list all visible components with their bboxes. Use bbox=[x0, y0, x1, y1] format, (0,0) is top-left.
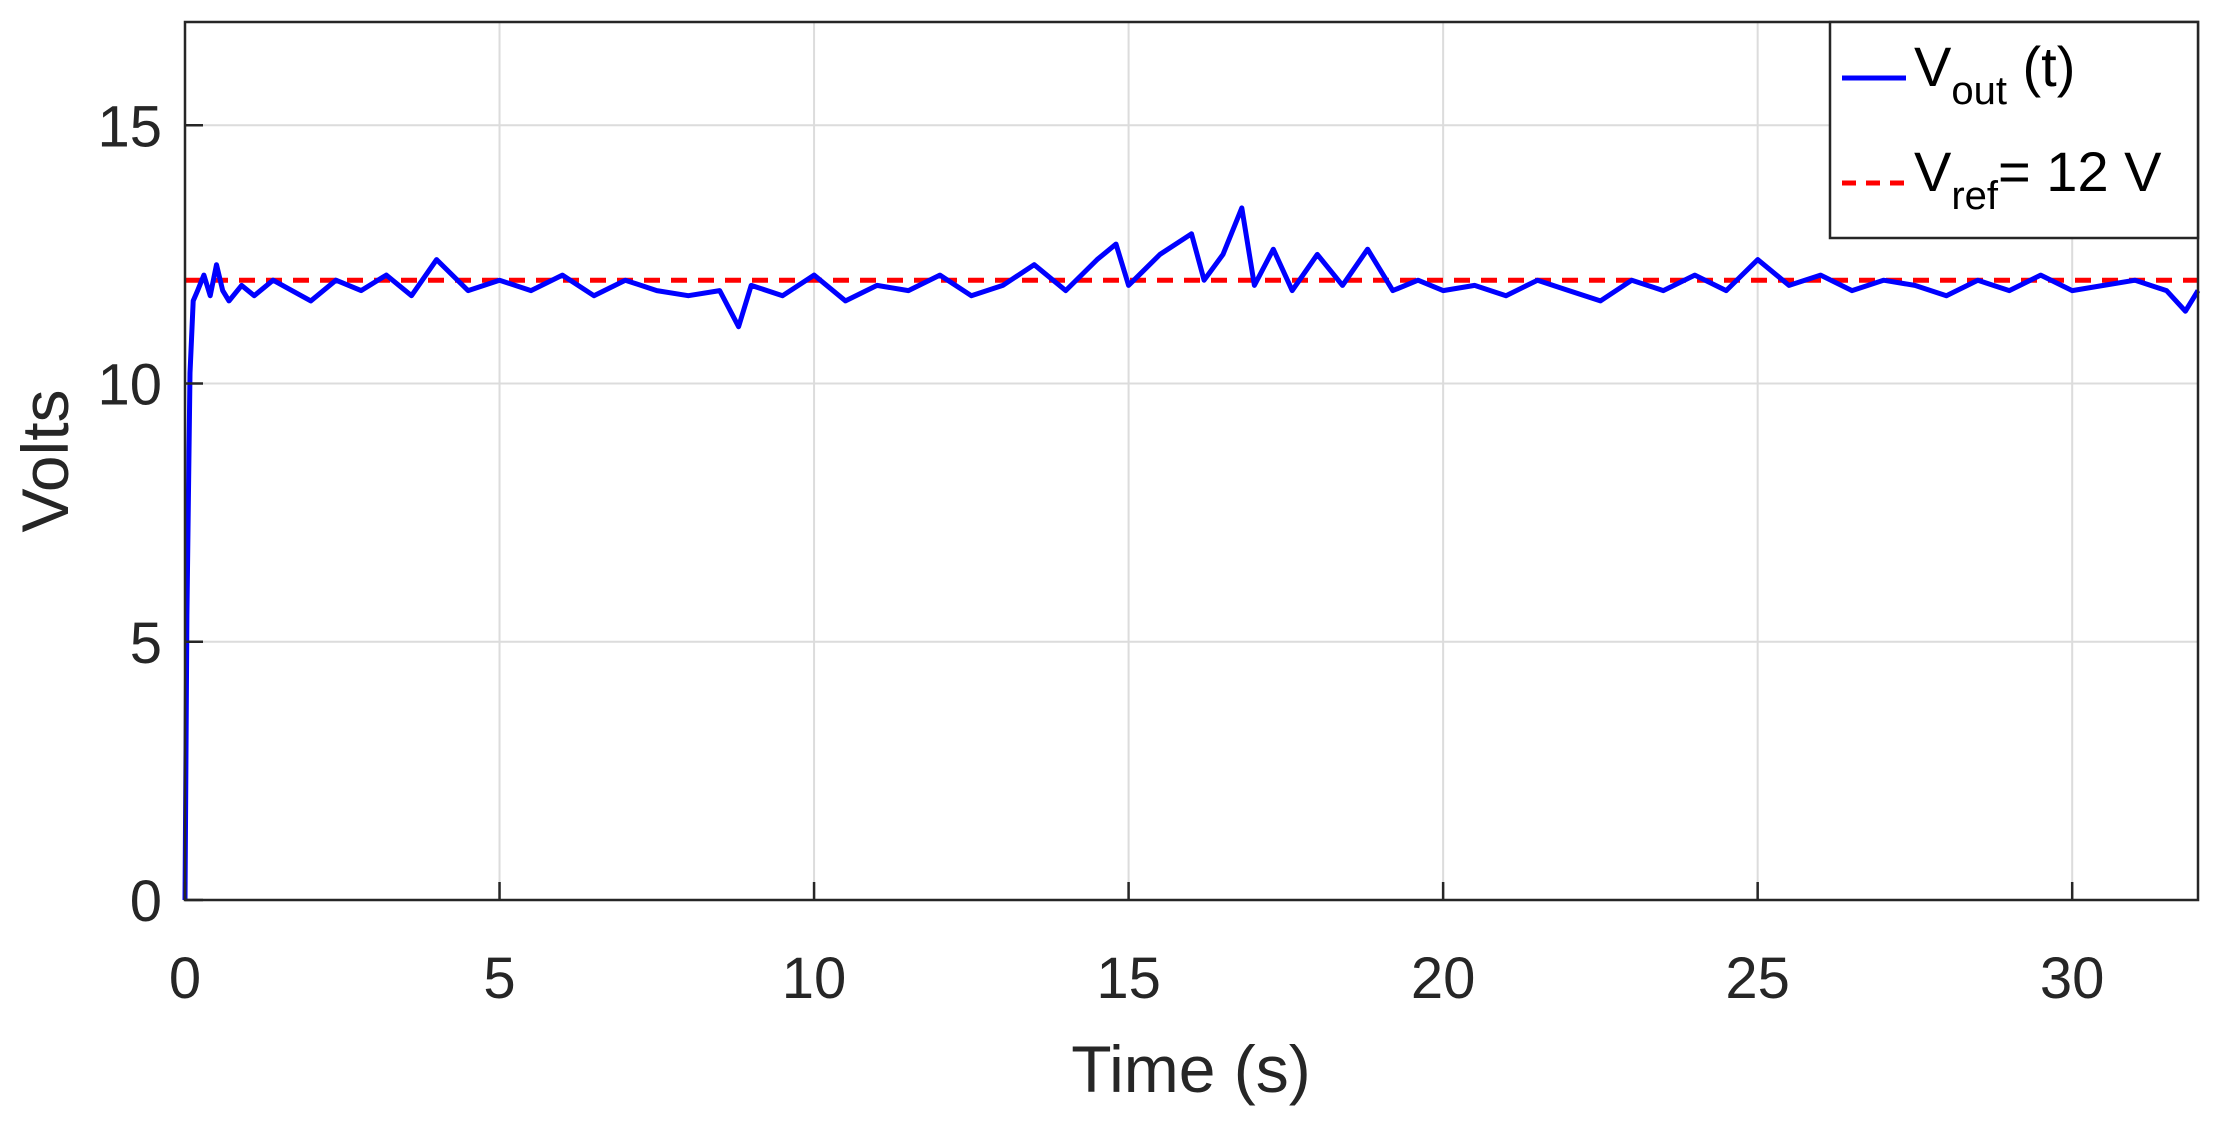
y-tick-label: 10 bbox=[97, 353, 162, 418]
x-tick-label: 20 bbox=[1411, 946, 1476, 1011]
output-series bbox=[182, 205, 2201, 901]
x-tick-label: 0 bbox=[169, 946, 201, 1011]
legend-label-output: Vout (t) bbox=[1914, 35, 2075, 113]
y-axis-ticks: 0 5 10 15 bbox=[97, 94, 203, 934]
plot-frame bbox=[183, 20, 2200, 902]
y-tick-label: 0 bbox=[130, 869, 162, 934]
legend-box bbox=[1828, 20, 2200, 240]
x-tick-label: 5 bbox=[483, 946, 515, 1011]
series-line-output bbox=[182, 205, 2201, 901]
y-axis-label: Volts bbox=[8, 389, 82, 532]
y-tick-label: 5 bbox=[130, 611, 162, 676]
x-tick-label: 25 bbox=[1725, 946, 1790, 1011]
legend-label-reference: Vref= 12 V bbox=[1914, 140, 2162, 218]
x-axis-ticks: 0 5 10 15 20 25 30 bbox=[169, 882, 2105, 1011]
x-tick-label: 30 bbox=[2040, 946, 2105, 1011]
y-tick-label: 15 bbox=[97, 94, 162, 159]
x-axis-label: Time (s) bbox=[1071, 1032, 1311, 1106]
legend: Vout (t) Vref= 12 V bbox=[1828, 20, 2200, 240]
x-tick-label: 15 bbox=[1096, 946, 1161, 1011]
x-tick-label: 10 bbox=[782, 946, 847, 1011]
